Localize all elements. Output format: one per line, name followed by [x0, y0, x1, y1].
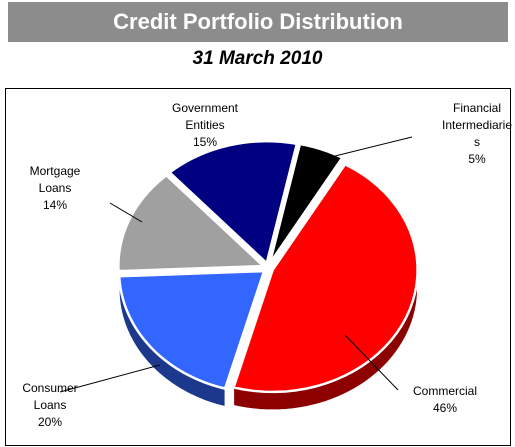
slice-label: Financial Intermediaries 5%: [440, 100, 514, 168]
chart-frame: [5, 88, 511, 446]
leader-line: [59, 364, 161, 393]
category-label: Financial Intermediaries: [441, 101, 513, 149]
leader-line: [326, 136, 413, 159]
category-label: Government Entities: [171, 101, 239, 132]
slice: [117, 269, 266, 391]
value-label: 5%: [468, 152, 486, 166]
category-label: Mortgage Loans: [29, 164, 81, 195]
slice-label: Consumer Loans 20%: [10, 380, 90, 431]
slice: [231, 162, 419, 394]
category-label: Commercial: [412, 384, 477, 398]
chart-subtitle: 31 March 2010: [192, 48, 323, 69]
chart-title: Credit Portfolio Distribution: [8, 2, 508, 42]
slice: [167, 139, 299, 266]
slice-label: Commercial 46%: [395, 383, 495, 417]
value-label: 20%: [37, 415, 63, 429]
slice: [117, 173, 267, 273]
value-label: 15%: [192, 135, 218, 149]
slice-label: Mortgage Loans 14%: [15, 163, 95, 214]
slice: [268, 142, 345, 265]
slice-label: Government Entities 15%: [160, 100, 250, 151]
leader-line: [344, 334, 399, 391]
leader-line: [109, 202, 143, 223]
value-label: 14%: [42, 198, 68, 212]
value-label: 46%: [432, 401, 458, 415]
category-label: Consumer Loans: [22, 381, 78, 412]
